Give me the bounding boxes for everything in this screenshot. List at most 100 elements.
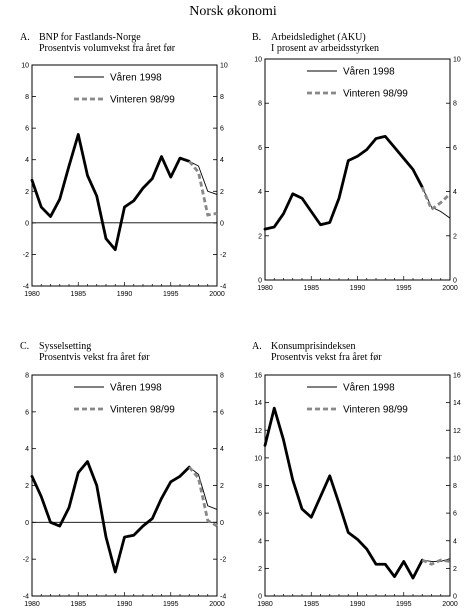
legend-label-varen: Våren 1998 <box>110 382 162 394</box>
x-tick-label: 1990 <box>117 291 133 298</box>
y-tick-label-right: 8 <box>453 101 457 108</box>
panel-title: Sysselsetting <box>39 341 91 352</box>
y-tick-label-right: -4 <box>220 594 226 601</box>
x-tick-label: 2000 <box>442 601 458 608</box>
panel-title: Arbeidsledighet (AKU) <box>271 32 366 43</box>
x-tick-label: 2000 <box>442 285 458 292</box>
y-tick-label-left: 2 <box>25 189 29 196</box>
x-tick-label: 2000 <box>209 601 225 608</box>
y-tick-label-left: 8 <box>258 483 262 490</box>
x-tick-label: 1985 <box>70 601 86 608</box>
x-tick-label: 1985 <box>70 291 86 298</box>
series-history-line <box>263 406 424 580</box>
x-tick-label: 1980 <box>257 601 273 608</box>
series-varen-1998-line <box>189 160 218 195</box>
panel-letter: A. <box>252 341 262 352</box>
x-tick-label: 1990 <box>350 601 366 608</box>
x-tick-label: 1995 <box>396 601 412 608</box>
y-tick-label-right: 8 <box>220 373 224 380</box>
series-vinteren-9899-line <box>421 558 451 566</box>
x-tick-label: 1990 <box>350 285 366 292</box>
y-tick-label-left: 0 <box>258 594 262 601</box>
x-tick-label: 2000 <box>209 291 225 298</box>
y-tick-label-left: 2 <box>258 233 262 240</box>
y-tick-label-right: 0 <box>220 220 224 227</box>
x-tick-label: 1980 <box>257 285 273 292</box>
x-tick-label: 1985 <box>303 601 319 608</box>
y-tick-label-right: 14 <box>453 400 461 407</box>
series-history-line <box>263 134 424 231</box>
y-tick-label-right: 6 <box>220 409 224 416</box>
panel-subtitle: I prosent av arbeidsstyrken <box>271 43 379 54</box>
y-tick-label-right: 16 <box>453 373 461 380</box>
legend-label-vinteren: Vinteren 98/99 <box>110 405 175 416</box>
y-tick-label-right: 4 <box>453 538 457 545</box>
y-tick-label-left: 0 <box>258 278 262 285</box>
y-tick-label-left: 0 <box>25 520 29 527</box>
y-tick-label-right: 0 <box>220 520 224 527</box>
x-tick-label: 1985 <box>303 285 319 292</box>
y-tick-label-left: -2 <box>23 252 29 259</box>
series-varen-1998-line <box>421 186 451 219</box>
y-tick-label-left: 16 <box>254 373 262 380</box>
panel-letter: C. <box>20 341 29 352</box>
y-tick-label-left: 6 <box>258 511 262 518</box>
y-tick-label-right: 2 <box>453 233 457 240</box>
x-tick-label: 1995 <box>396 285 412 292</box>
legend-label-varen: Våren 1998 <box>343 382 395 394</box>
series-history-line <box>30 460 191 574</box>
y-tick-label-right: 2 <box>220 189 224 196</box>
y-tick-label-left: 10 <box>254 455 262 462</box>
panel-title: Konsumprisindeksen <box>271 341 355 352</box>
y-tick-label-left: 4 <box>25 157 29 164</box>
y-tick-label-left: 6 <box>25 126 29 133</box>
y-tick-label-right: 6 <box>453 145 457 152</box>
y-tick-label-left: 8 <box>258 101 262 108</box>
y-tick-label-left: -4 <box>23 594 29 601</box>
panel-arbeidsledighet: B. Arbeidsledighet (AKU)I prosent av arbe… <box>252 32 461 292</box>
panel-subtitle: Prosentvis vekst fra året før <box>271 352 382 363</box>
x-tick-label: 1995 <box>163 601 179 608</box>
y-tick-label-left: 4 <box>258 189 262 196</box>
y-tick-label-left: 0 <box>25 220 29 227</box>
y-tick-label-left: -4 <box>23 284 29 291</box>
y-tick-label-left: 10 <box>21 63 29 70</box>
legend-label-vinteren: Vinteren 98/99 <box>110 95 175 106</box>
series-varen-1998-line <box>188 466 218 510</box>
y-tick-label-right: 2 <box>453 566 457 573</box>
panel-subtitle: Prosentvis volumvekst fra året før <box>39 43 176 54</box>
x-tick-label: 1995 <box>163 291 179 298</box>
y-tick-label-right: 0 <box>453 594 457 601</box>
series-vinteren-9899-line <box>420 186 451 212</box>
y-tick-label-right: 6 <box>220 126 224 133</box>
legend-label-varen: Våren 1998 <box>110 72 162 84</box>
y-tick-label-right: -4 <box>220 284 226 291</box>
y-tick-label-right: 0 <box>453 278 457 285</box>
y-tick-label-right: 4 <box>453 189 457 196</box>
y-tick-label-left: 4 <box>258 538 262 545</box>
y-tick-label-right: -2 <box>220 252 226 259</box>
panel-letter: B. <box>252 32 261 43</box>
panel-title: BNP for Fastlands-Norge <box>39 32 141 43</box>
y-tick-label-right: 2 <box>220 483 224 490</box>
y-tick-label-right: 6 <box>453 511 457 518</box>
legend-label-varen: Våren 1998 <box>343 66 395 78</box>
y-tick-label-right: 12 <box>453 428 461 435</box>
series-vinteren-9899-line <box>188 466 218 528</box>
legend-label-vinteren: Vinteren 98/99 <box>343 405 408 416</box>
y-tick-label-right: 10 <box>453 455 461 462</box>
panel-subtitle: Prosentvis vekst fra året før <box>39 352 150 363</box>
y-tick-label-right: -2 <box>220 557 226 564</box>
y-tick-label-left: 2 <box>258 566 262 573</box>
y-tick-label-right: 10 <box>220 63 228 70</box>
y-tick-label-right: 4 <box>220 446 224 453</box>
y-tick-label-left: 6 <box>258 145 262 152</box>
y-tick-label-left: 14 <box>254 400 262 407</box>
y-tick-label-left: 12 <box>254 428 262 435</box>
y-tick-label-right: 10 <box>453 57 461 64</box>
x-tick-label: 1990 <box>117 601 133 608</box>
